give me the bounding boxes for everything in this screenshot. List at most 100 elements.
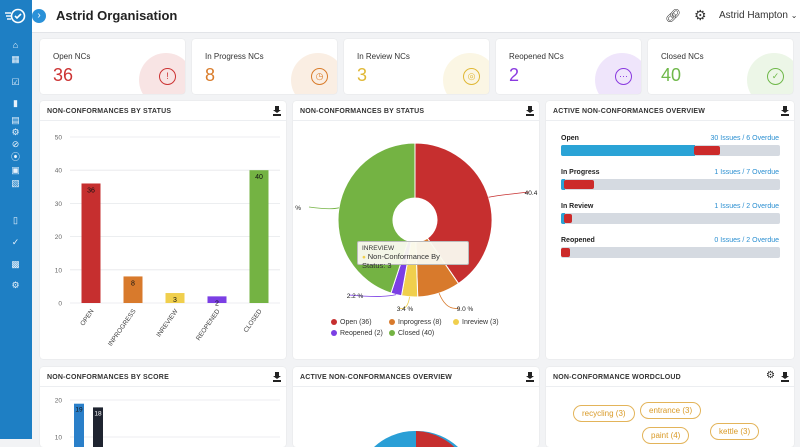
- bar: [249, 170, 269, 303]
- card-title: NON-CONFORMANCES BY SCORE: [47, 374, 169, 381]
- overview-pie-card: ACTIVE NON-CONFORMANCES OVERVIEW: [293, 367, 539, 447]
- kpi-status-icon: ◷: [311, 68, 328, 85]
- legend-item[interactable]: Closed (40): [389, 330, 434, 337]
- y-tick-label: 20: [55, 234, 63, 241]
- slice-label: 2.2 %: [347, 293, 364, 300]
- download-icon[interactable]: [526, 372, 534, 382]
- ban-icon[interactable]: ⊘: [11, 139, 20, 149]
- legend-swatch: [389, 319, 395, 325]
- kpi-card[interactable]: Open NCs 36!: [40, 39, 185, 94]
- legend-item[interactable]: Open (36): [331, 319, 372, 326]
- kpi-card[interactable]: Reopened NCs 2 ⋯: [496, 39, 641, 94]
- wordcloud-tag[interactable]: entrance (3): [640, 402, 702, 419]
- card-title: ACTIVE NON-CONFORMANCES OVERVIEW: [553, 108, 706, 115]
- overview-progress-track: [561, 179, 780, 190]
- top-bar: › Astrid Organisation 🔗︎ ⚙ Astrid Hampto…: [32, 0, 800, 33]
- x-tick-label: CLOSED: [243, 308, 264, 334]
- bar-chart-icon[interactable]: ▮: [13, 98, 18, 108]
- settings-gear-icon[interactable]: ⚙: [766, 370, 775, 381]
- legend-value: (3): [490, 319, 499, 326]
- slice-label: 9.0 %: [457, 306, 474, 313]
- kpi-label: Open NCs: [53, 52, 91, 61]
- overview-row-name: Reopened: [561, 237, 595, 244]
- kpi-label: Closed NCs: [661, 52, 704, 61]
- y-tick-label: 50: [55, 135, 63, 142]
- wordcloud-card: NON-CONFORMANCE WORDCLOUD ⚙ recycling (3…: [546, 367, 794, 447]
- grid-icon[interactable]: ▩: [11, 259, 20, 269]
- settings-doc-icon[interactable]: ⚙: [11, 127, 20, 137]
- status-bar-chart: 0 10 20 30 40 50 36 OPEN 8 INPROGRESS 3 INREVIEW 2RE…: [55, 135, 280, 348]
- file-icon[interactable]: ▯: [13, 215, 18, 225]
- legend-label: Inprogress: [398, 319, 432, 326]
- overview-overdue-fill: [563, 214, 573, 223]
- gear-icon[interactable]: ⚙: [11, 280, 20, 290]
- kpi-value: 8: [205, 65, 216, 85]
- checklist-icon[interactable]: ☑: [11, 77, 20, 87]
- legend-swatch: [389, 330, 395, 336]
- overview-progress-fill: [561, 179, 565, 190]
- link-icon[interactable]: 🔗︎: [665, 8, 682, 23]
- bar-data-label: 8: [131, 280, 135, 287]
- home-icon[interactable]: ⌂: [12, 40, 19, 50]
- clipboard-icon[interactable]: ▣: [11, 165, 20, 175]
- bar-data-label: 19: [75, 407, 83, 414]
- card-title: NON-CONFORMANCES BY STATUS: [47, 108, 172, 115]
- kpi-label: Reopened NCs: [509, 52, 564, 61]
- download-icon[interactable]: [781, 372, 789, 382]
- legend-item[interactable]: Inreview (3): [453, 319, 499, 326]
- overview-row-summary[interactable]: 1 Issues / 2 Overdue: [714, 203, 779, 210]
- slice-connector: [488, 191, 530, 198]
- kpi-card[interactable]: Closed NCs 40 ✓: [648, 39, 793, 94]
- overview-overdue-fill: [563, 180, 595, 189]
- slice-label: 3.4 %: [397, 306, 414, 313]
- kpi-value: 3: [357, 65, 368, 85]
- legend-item[interactable]: Inprogress (8): [389, 319, 442, 326]
- slice-connector: [348, 294, 397, 297]
- check-icon[interactable]: ✓: [11, 237, 20, 247]
- bar: [207, 296, 227, 303]
- wordcloud-tag[interactable]: recycling (3): [573, 405, 635, 422]
- wordcloud-tag[interactable]: kettle (3): [710, 423, 760, 440]
- user-menu[interactable]: Astrid Hampton ⌄: [719, 10, 797, 21]
- download-icon[interactable]: [526, 106, 534, 116]
- user-name: Astrid Hampton: [719, 10, 788, 21]
- document-icon[interactable]: ▤: [11, 115, 20, 125]
- download-icon[interactable]: [781, 106, 789, 116]
- overview-row-summary[interactable]: 0 Issues / 2 Overdue: [714, 237, 779, 244]
- x-tick-label: REOPENED: [195, 308, 222, 342]
- card-title: NON-CONFORMANCE WORDCLOUD: [553, 374, 681, 381]
- legend-label: Reopened: [340, 330, 373, 337]
- chevron-down-icon: ⌄: [790, 11, 798, 20]
- legend-swatch: [331, 319, 337, 325]
- overview-progress-fill: [561, 145, 695, 156]
- image-icon[interactable]: ▧: [11, 178, 20, 188]
- overview-progress-track: [561, 213, 780, 224]
- legend-value: (40): [421, 330, 435, 337]
- wordcloud-tag[interactable]: paint (4): [642, 427, 690, 444]
- legend-label: Inreview: [462, 319, 489, 326]
- score-bar-chart: 20 10 19 18: [55, 398, 280, 447]
- legend-item[interactable]: Reopened (2): [331, 330, 383, 337]
- download-icon[interactable]: [273, 106, 281, 116]
- overview-row-summary[interactable]: 30 Issues / 6 Overdue: [710, 135, 779, 142]
- y-tick-label: 30: [55, 201, 63, 208]
- settings-gear-icon[interactable]: ⚙: [694, 7, 707, 23]
- slice-connector: [438, 292, 460, 309]
- bar-data-label: 2: [215, 300, 219, 307]
- kpi-card[interactable]: In Review NCs 3 ◎: [344, 39, 489, 94]
- card-title: ACTIVE NON-CONFORMANCES OVERVIEW: [300, 374, 453, 381]
- overview-row-summary[interactable]: 1 Issues / 7 Overdue: [714, 169, 779, 176]
- kpi-label: In Progress NCs: [205, 52, 264, 61]
- sidebar-toggle-button[interactable]: ›: [32, 9, 46, 23]
- kpi-status-icon: ◎: [463, 68, 480, 85]
- kpi-status-icon: !: [159, 68, 176, 85]
- kpi-card[interactable]: In Progress NCs 8 ◷: [192, 39, 337, 94]
- overview-overdue-fill: [561, 248, 570, 257]
- calendar-icon[interactable]: ▦: [11, 54, 20, 64]
- overview-overdue-fill: [693, 146, 720, 155]
- check-circle-logo[interactable]: [4, 8, 26, 24]
- overview-progress-track: [561, 247, 780, 258]
- tooltip-text: Non-Conformance By Status: 3: [362, 252, 440, 270]
- location-icon[interactable]: ⦿: [10, 152, 20, 162]
- download-icon[interactable]: [273, 372, 281, 382]
